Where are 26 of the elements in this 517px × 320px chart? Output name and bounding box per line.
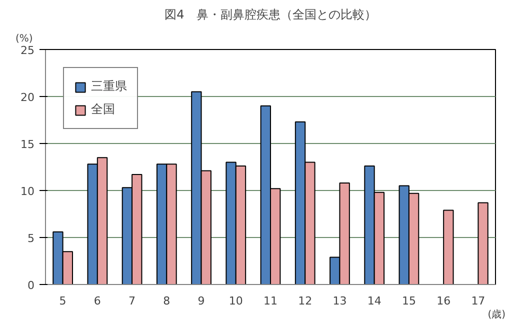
y-tick-label: 10 [20, 185, 35, 198]
chart-title: 図4 鼻・副鼻腔疾患（全国との比較） [164, 8, 376, 22]
x-tick-label: 12 [298, 294, 312, 308]
x-tick-label: 7 [128, 294, 136, 308]
x-axis-title: (歳) [488, 308, 506, 320]
x-tick-label: 14 [367, 294, 382, 308]
x-tick-label: 15 [402, 294, 416, 308]
y-tick-label: 5 [28, 232, 34, 245]
x-tick-label: 13 [332, 294, 347, 308]
x-tick-label: 6 [94, 294, 101, 308]
x-tick-label: 10 [228, 294, 243, 308]
x-tick-label: 8 [163, 294, 170, 308]
legend-label: 三重県 [91, 78, 127, 95]
legend-label: 全国 [91, 101, 115, 118]
x-tick-label: 5 [59, 294, 66, 308]
y-tick-label: 20 [20, 91, 35, 104]
bar [443, 210, 454, 284]
x-tick-label: 11 [264, 294, 278, 308]
y-tick-label: 0 [28, 279, 34, 292]
y-tick-label: 25 [20, 44, 35, 57]
x-tick-label: 9 [198, 294, 205, 308]
x-tick-label: 16 [436, 294, 451, 308]
y-axis-title: (%) [16, 34, 33, 44]
x-tick-label: 17 [471, 294, 486, 308]
bar [478, 202, 488, 284]
y-tick-label: 15 [20, 138, 35, 151]
